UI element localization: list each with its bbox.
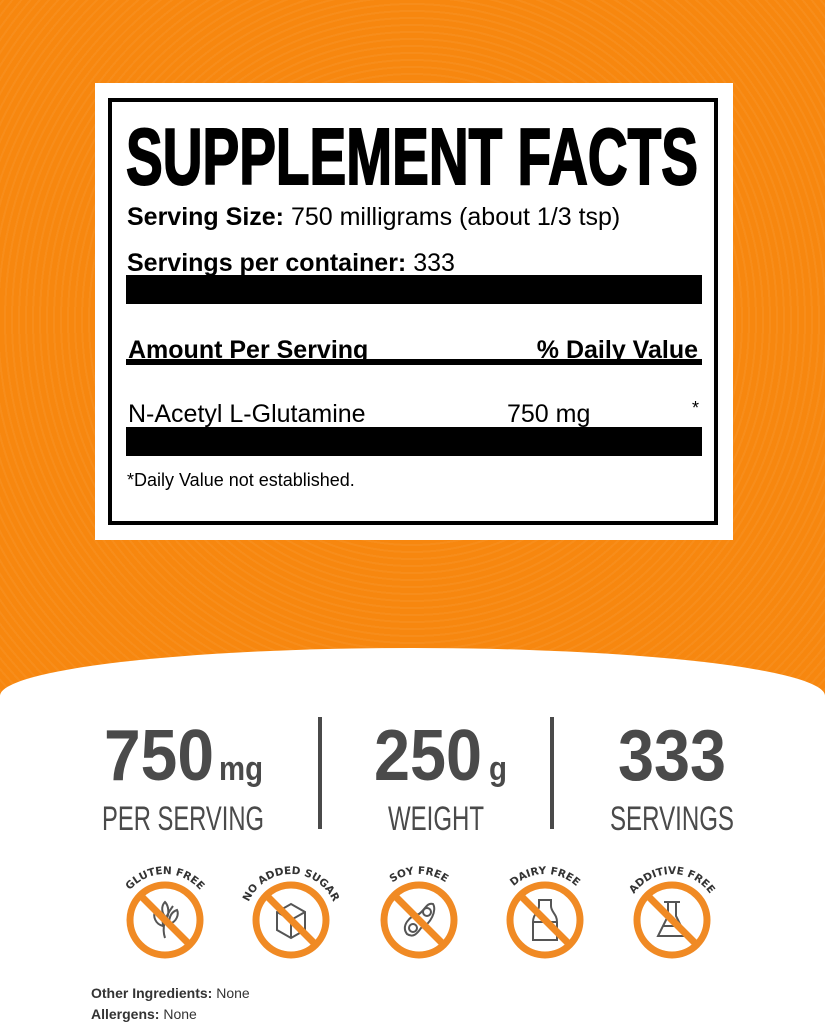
stat-per-serving: 750 mg PER SERVING [96,715,271,845]
stat-divider [318,717,322,829]
label-border: SUPPLEMENT FACTS Serving Size: 750 milli… [108,98,718,525]
prohibited-slash-icon [137,892,193,948]
stat-number: 750 [104,716,214,796]
stat-number: 333 [618,716,726,796]
soybean-icon [403,902,436,937]
servings-label: Servings per container: [127,249,407,277]
stat-caption: WEIGHT [388,800,484,838]
stat-divider [550,717,554,829]
stat-caption: SERVINGS [610,800,734,838]
stat-servings: 333 SERVINGS [605,715,745,845]
serving-size-value: 750 milligrams (about 1/3 tsp) [290,203,621,231]
ingredient-name: N-Acetyl L-Glutamine [128,400,366,428]
prohibited-slash-icon [263,892,319,948]
badge-additive-free: ADDITIVE FREE [612,858,732,973]
badge-soy-free: SOY FREE [359,858,479,973]
stat-unit: g [489,750,507,788]
prohibited-circle-icon [252,881,330,959]
svg-text:SUPPLEMENT FACTS: SUPPLEMENT FACTS [126,114,698,194]
medium-divider [126,359,702,365]
badge-gluten-free: GLUTEN FREE [105,858,225,973]
white-bottom-panel [0,648,825,1024]
prohibited-slash-icon [644,892,700,948]
allergens: Allergens: None [91,1006,197,1022]
ingredient-amount: 750 mg [507,400,591,428]
prohibited-circle-icon [506,881,584,959]
badge-label: ADDITIVE FREE [627,865,717,896]
allergens-label: Allergens: [91,1006,160,1022]
prohibited-slash-icon [517,892,573,948]
badge-no-added-sugar: NO ADDED SUGAR [231,858,351,973]
allergens-value: None [163,1006,197,1022]
stat-number: 250 [374,716,482,796]
supplement-facts-label: SUPPLEMENT FACTS Serving Size: 750 milli… [95,83,733,540]
badge-dairy-free: DAIRY FREE [485,858,605,973]
servings-value: 333 [413,249,455,277]
prohibited-circle-icon [126,881,204,959]
stat-caption: PER SERVING [102,800,264,838]
footnote: *Daily Value not established. [127,470,355,490]
serving-size-label: Serving Size: [127,203,284,231]
label-title: SUPPLEMENT FACTS [126,114,699,194]
prohibited-slash-icon [391,892,447,948]
other-ingredients: Other Ingredients: None [91,985,250,1001]
stat-unit: mg [219,750,263,788]
other-ingredients-value: None [216,985,250,1001]
ingredient-dv: * [692,398,700,418]
prohibited-circle-icon [633,881,711,959]
thick-divider [126,427,702,456]
thick-divider [126,275,702,304]
prohibited-circle-icon [380,881,458,959]
other-ingredients-label: Other Ingredients: [91,985,213,1001]
stat-weight: 250 g WEIGHT [368,715,518,845]
